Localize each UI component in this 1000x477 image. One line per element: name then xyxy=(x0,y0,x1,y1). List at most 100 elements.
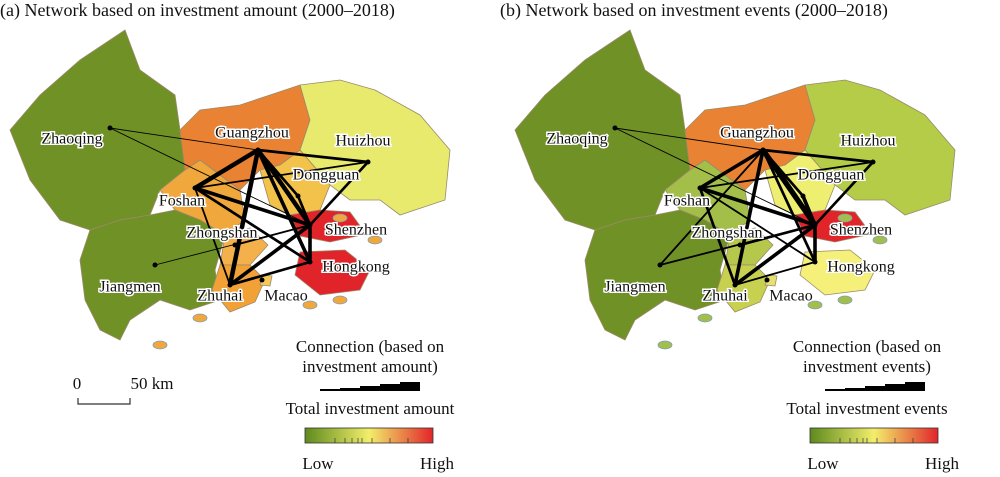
node xyxy=(259,277,265,283)
connection-legend: Connection (based on xyxy=(793,337,942,356)
connection xyxy=(733,223,817,287)
connection xyxy=(234,224,311,246)
island xyxy=(192,313,208,323)
city-label: Zhuhai xyxy=(702,288,748,305)
node xyxy=(760,147,766,153)
connection-legend: investment events) xyxy=(803,357,931,376)
city-label: Foshan xyxy=(159,193,205,210)
island xyxy=(332,295,348,305)
connection xyxy=(733,149,765,286)
connection xyxy=(227,149,261,286)
city-label: Zhongshan xyxy=(186,225,257,242)
region xyxy=(716,264,771,313)
connection-legend: investment amount) xyxy=(302,357,438,376)
node xyxy=(812,259,818,265)
node xyxy=(295,193,301,199)
connection xyxy=(614,127,816,226)
node xyxy=(697,185,703,191)
high-label: High xyxy=(925,454,960,473)
connection-legend: Connection (based on xyxy=(296,337,445,356)
node xyxy=(107,125,113,131)
connection xyxy=(761,149,817,263)
node xyxy=(255,147,261,153)
region xyxy=(584,209,731,341)
connection xyxy=(309,161,369,226)
scale-bar: 0 50 km xyxy=(73,374,174,405)
city-label: Huizhou xyxy=(840,133,895,150)
scale-length: 50 km xyxy=(131,374,174,393)
panel-title: (a) Network based on investment amount (… xyxy=(0,0,395,21)
city-label: Huizhou xyxy=(335,133,390,150)
connection xyxy=(257,148,369,164)
high-label: High xyxy=(420,454,455,473)
connection xyxy=(229,260,311,287)
node xyxy=(870,159,876,165)
city-label: Shenzhen xyxy=(830,222,892,239)
scale-line xyxy=(77,398,131,405)
node xyxy=(764,277,770,283)
gradient-bar xyxy=(809,427,939,444)
node xyxy=(232,242,238,248)
connection xyxy=(614,127,764,151)
island xyxy=(302,300,318,310)
city-label: Dongguan xyxy=(798,167,865,184)
region xyxy=(79,209,226,341)
node xyxy=(227,282,233,288)
region xyxy=(799,249,876,296)
fill-legend: Total investment amount xyxy=(286,399,455,418)
connection xyxy=(194,187,231,286)
node xyxy=(657,262,663,268)
island xyxy=(807,300,823,310)
connection xyxy=(256,148,312,227)
node xyxy=(800,193,806,199)
connection xyxy=(761,149,805,197)
connection xyxy=(698,187,737,286)
island xyxy=(872,235,888,245)
connection xyxy=(228,223,312,287)
city-label: Hongkong xyxy=(827,259,895,276)
city-label: Macao xyxy=(264,288,308,305)
island xyxy=(657,340,673,350)
connection xyxy=(109,127,311,226)
gradient-bar xyxy=(304,427,434,444)
connection xyxy=(256,149,300,197)
connection xyxy=(659,149,764,266)
region xyxy=(664,159,751,236)
scale-zero: 0 xyxy=(73,374,82,393)
city-label: Jiangmen xyxy=(604,279,665,296)
connection xyxy=(194,161,369,189)
node xyxy=(812,222,818,228)
connection xyxy=(109,127,259,151)
node xyxy=(307,222,313,228)
connection xyxy=(193,148,260,190)
city-label: Zhuhai xyxy=(197,288,243,305)
connection xyxy=(256,149,312,263)
connection xyxy=(739,223,816,247)
connection xyxy=(194,186,311,227)
island xyxy=(837,213,853,223)
node xyxy=(152,262,158,268)
city-label: Zhaoqing xyxy=(546,131,607,148)
node xyxy=(307,259,313,265)
connection xyxy=(699,186,816,227)
node xyxy=(732,282,738,288)
city-label: Dongguan xyxy=(293,167,360,184)
city-label: Guangzhou xyxy=(215,125,289,142)
island xyxy=(332,213,348,223)
connection xyxy=(734,261,816,286)
city-label: Foshan xyxy=(664,193,710,210)
city-label: Macao xyxy=(769,288,813,305)
connection xyxy=(814,161,874,226)
node xyxy=(737,242,743,248)
region xyxy=(294,249,371,296)
node xyxy=(365,159,371,165)
node xyxy=(612,125,618,131)
panel-title: (b) Network based on investment events (… xyxy=(500,0,888,21)
island xyxy=(367,235,383,245)
island xyxy=(152,340,168,350)
city-label: Hongkong xyxy=(322,259,390,276)
city-label: Shenzhen xyxy=(325,222,387,239)
connection xyxy=(760,148,818,227)
low-label: Low xyxy=(302,454,334,473)
